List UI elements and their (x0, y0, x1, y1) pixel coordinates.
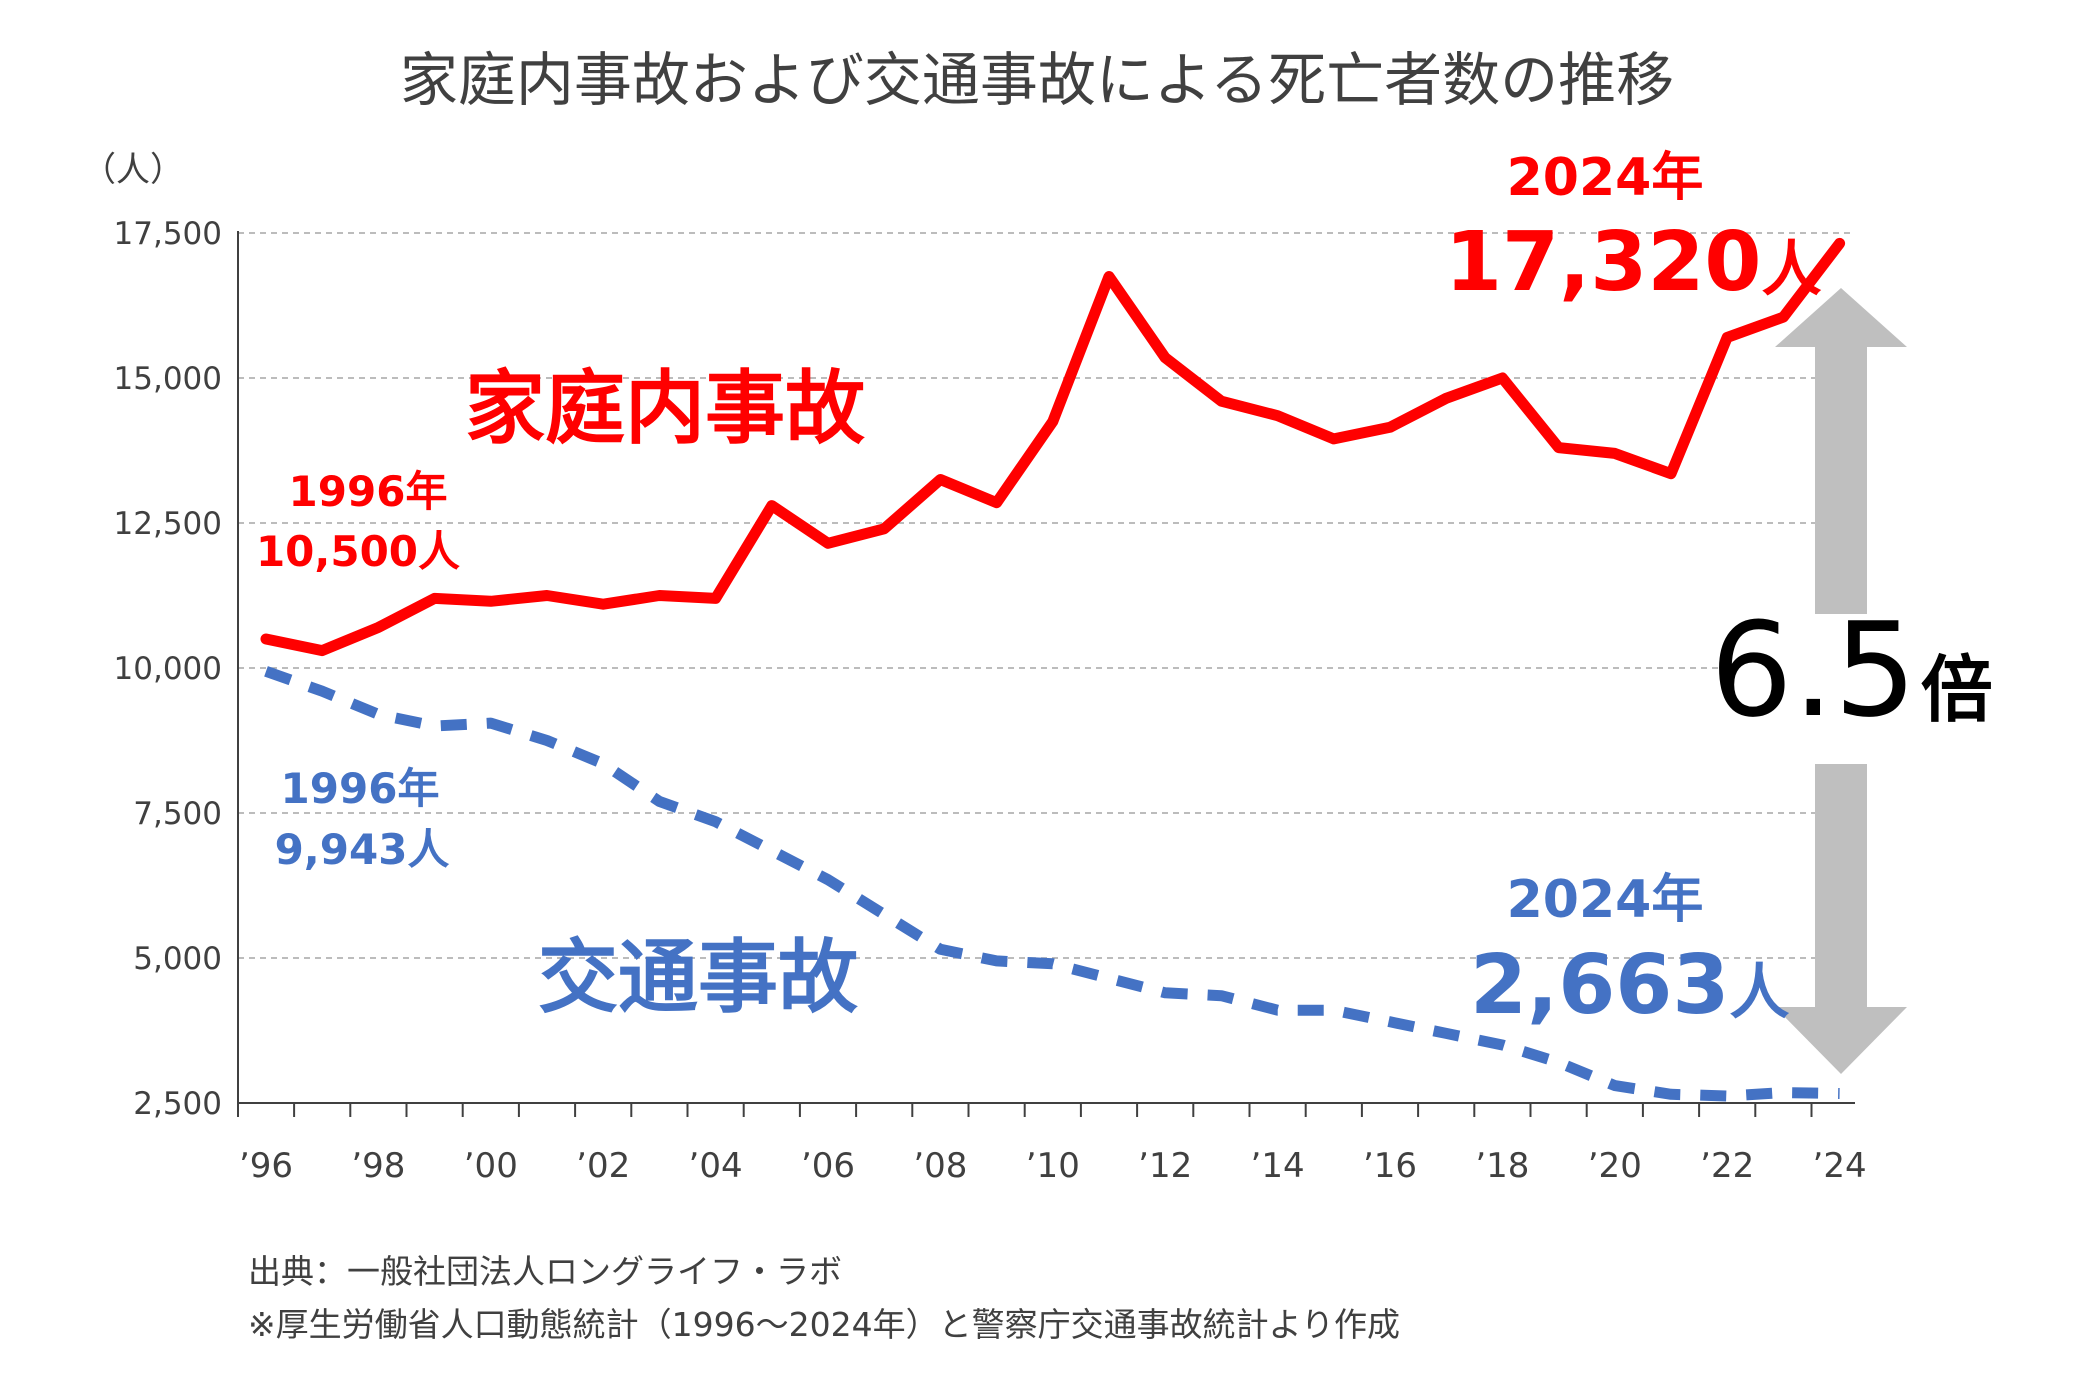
household-end-label: 17,320人 (1445, 215, 1821, 310)
y-axis-ticks: 17,500 15,000 12,500 10,000 7,500 5,000 2,500 (114, 216, 222, 1122)
source-line-2: ※厚生労働省人口動態統計（1996～2024年）と警察庁交通事故統計より作成 (248, 1305, 1400, 1344)
ratio-label: 6.5倍 (1710, 594, 1993, 746)
household-end-value: 17,320 (1445, 215, 1761, 310)
household-start-year: 1996年 (289, 467, 448, 516)
x-tick-label: ’14 (1251, 1146, 1305, 1186)
y-tick-label: 5,000 (133, 941, 222, 977)
y-tick-label: 7,500 (133, 796, 222, 832)
x-tick-label: ’10 (1026, 1146, 1080, 1186)
y-tick-label: 10,000 (114, 651, 222, 687)
x-tick-label: ’22 (1700, 1146, 1754, 1186)
household-end-year: 2024年 (1507, 148, 1704, 208)
traffic-start-year: 1996年 (281, 764, 440, 813)
x-tick-label: ’18 (1475, 1146, 1529, 1186)
x-axis-ticks: ’96 ’98 ’00 ’02 ’04 ’06 ’08 ’10 ’12 ’14 ’16 ’18 ’20 ’… (237, 1103, 1867, 1186)
traffic-start-value: 9,943人 (275, 825, 450, 874)
ratio-unit: 倍 (1921, 648, 1993, 732)
x-tick-label: ’12 (1138, 1146, 1192, 1186)
y-tick-label: 12,500 (114, 506, 222, 542)
series-layer (260, 237, 1846, 1102)
x-tick-label: ’98 (351, 1146, 405, 1186)
household-start-value: 10,500人 (256, 527, 460, 576)
y-axis-unit-label: （人） (82, 150, 184, 190)
x-tick-label: ’16 (1363, 1146, 1417, 1186)
traffic-end-unit: 人 (1729, 958, 1789, 1028)
series-label-household: 家庭内事故 (465, 362, 865, 455)
ratio-label-background (1718, 614, 1988, 764)
traffic-end-label: 2,663人 (1470, 938, 1789, 1033)
x-tick-label: ’00 (464, 1146, 518, 1186)
x-tick-label: ’02 (576, 1146, 630, 1186)
y-tick-label: 17,500 (114, 216, 222, 252)
source-line-1: 出典：一般社団法人ロングライフ・ラボ (248, 1252, 842, 1291)
household-end-unit: 人 (1761, 235, 1821, 305)
traffic-end-year: 2024年 (1507, 870, 1704, 930)
x-tick-label: ’08 (913, 1146, 967, 1186)
traffic-accidents-line (264, 666, 1840, 1102)
x-tick-label: ’20 (1588, 1146, 1642, 1186)
x-tick-label: ’06 (801, 1146, 855, 1186)
y-tick-label: 2,500 (133, 1086, 222, 1122)
x-tick-label: ’96 (239, 1146, 293, 1186)
ratio-value: 6.5 (1710, 594, 1917, 746)
x-tick-label: ’04 (689, 1146, 743, 1186)
series-label-traffic: 交通事故 (538, 931, 858, 1024)
y-tick-label: 15,000 (114, 361, 222, 397)
x-tick-label: ’24 (1813, 1146, 1867, 1186)
chart-title: 家庭内事故および交通事故による死亡者数の推移 (400, 46, 1674, 114)
traffic-end-value: 2,663 (1470, 938, 1729, 1033)
household-accidents-line (260, 237, 1846, 657)
